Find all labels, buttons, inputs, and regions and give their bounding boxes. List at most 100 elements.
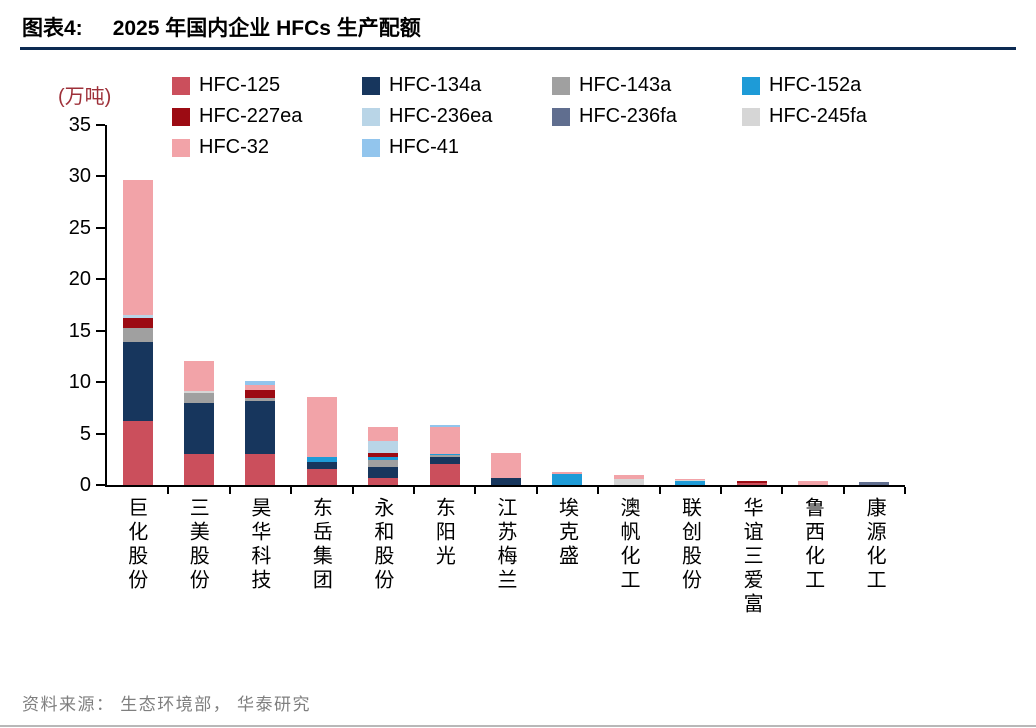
x-label-slot: 埃克盛 [536, 497, 598, 617]
legend-item: HFC-143a [552, 74, 742, 97]
y-tick-mark [96, 381, 105, 384]
bar-segment [245, 385, 276, 391]
bar-segment [122, 327, 153, 343]
bar-segment [184, 360, 215, 392]
figure-label: 图表4: [22, 17, 83, 40]
x-axis-label: 永和股份 [370, 497, 393, 593]
bar-segment [429, 455, 460, 458]
bar-segment [122, 421, 153, 485]
bar-slot [598, 125, 661, 494]
x-axis-label: 东岳集团 [309, 497, 332, 593]
bar-stack [859, 125, 890, 485]
legend-swatch [172, 138, 190, 157]
bar-segment [245, 390, 276, 398]
bar-segment [245, 454, 276, 485]
legend-label: HFC-32 [199, 136, 270, 158]
y-tick-label: 35 [68, 114, 91, 136]
bar-stack [613, 125, 644, 485]
bar-segment [552, 473, 583, 485]
x-axis-label: 联创股份 [678, 497, 701, 593]
y-tick-label: 15 [68, 319, 91, 342]
legend-swatch [172, 107, 190, 126]
y-tick-label: 5 [79, 422, 91, 445]
y-tick-mark [96, 175, 105, 178]
legend-swatch [172, 76, 190, 95]
bar-slot [782, 125, 846, 494]
bar-segment [736, 480, 767, 484]
bar-segment [184, 391, 215, 394]
bar-segment [368, 427, 399, 441]
x-axis-label: 康源化工 [863, 497, 886, 593]
bar-segment [675, 478, 706, 480]
bar-slot [475, 125, 539, 494]
bar-segment [306, 396, 337, 458]
bar-segment [368, 453, 399, 458]
legend-swatch [552, 107, 570, 126]
legend-swatch [362, 107, 380, 126]
x-label-slot: 永和股份 [351, 497, 413, 617]
bar-segment [368, 440, 399, 454]
legend-swatch [362, 76, 380, 95]
bar-segment [245, 381, 276, 386]
bar-stack [491, 125, 522, 485]
title-divider [20, 47, 1016, 50]
x-label-slot: 东阳光 [413, 497, 475, 617]
legend-swatch [742, 107, 760, 126]
bar-segment [184, 402, 215, 455]
legend-label: HFC-236ea [389, 105, 493, 127]
y-tick-label: 10 [68, 371, 91, 394]
legend-label: HFC-134a [389, 74, 482, 96]
x-label-slot: 联创股份 [659, 497, 721, 617]
x-label-slot: 东岳集团 [290, 497, 352, 617]
legend-label: HFC-143a [579, 74, 672, 96]
bar-segment [675, 479, 706, 481]
legend-item: HFC-41 [362, 136, 552, 159]
bar-segment [245, 397, 276, 401]
bar-segment [122, 179, 153, 316]
x-axis-label: 江苏梅兰 [493, 497, 516, 593]
bar-segment [675, 480, 706, 485]
legend-label: HFC-245fa [769, 105, 867, 127]
x-label-slot: 三美股份 [167, 497, 229, 617]
bar-segment [368, 460, 399, 467]
bar-segment [429, 454, 460, 456]
legend-label: HFC-125 [199, 74, 281, 96]
source-note: 资料来源： 生态环境部， 华泰研究 [22, 695, 311, 714]
bar-slot [230, 125, 293, 494]
bar-slot [414, 125, 477, 494]
legend-item: HFC-134a [362, 74, 552, 97]
bar-slot [844, 125, 907, 494]
bar-segment [429, 425, 460, 428]
bar-segment [184, 454, 215, 485]
bar-segment [736, 483, 767, 485]
bar-stack [552, 125, 583, 485]
legend-swatch [552, 76, 570, 95]
legend-swatch [742, 76, 760, 95]
bar-segment [368, 457, 399, 461]
legend: HFC-125 HFC-134a HFC-143a HFC-152a HFC-227ea… [172, 74, 962, 159]
bar-slot [168, 125, 232, 494]
y-axis-unit-label: (万吨) [58, 86, 112, 108]
figure-title: 图表4: 2025 年国内企业 HFCs 生产配额 [22, 12, 421, 42]
plot: 0 5 10 15 20 25 30 35 [69, 115, 907, 495]
bar-segment [122, 315, 153, 319]
y-tick-label: 20 [68, 268, 91, 291]
legend-item: HFC-227ea [172, 105, 362, 128]
bar-segment [859, 481, 890, 485]
y-tick-mark [96, 484, 105, 486]
bar-slot [721, 125, 784, 494]
bar-segment [122, 342, 153, 422]
legend-item: HFC-32 [172, 136, 362, 159]
bar-segment [306, 462, 337, 469]
bar-segment [491, 453, 522, 478]
bar-segment [552, 471, 583, 474]
bar-segment [122, 318, 153, 328]
legend-item: HFC-125 [172, 74, 362, 97]
bar-stack [429, 125, 460, 485]
x-axis-label: 三美股份 [186, 497, 209, 593]
bar-slot [291, 125, 354, 494]
bar-segment [306, 468, 337, 485]
y-tick-mark [96, 329, 105, 332]
bar-segment [613, 478, 644, 485]
bar-segment [368, 477, 399, 485]
